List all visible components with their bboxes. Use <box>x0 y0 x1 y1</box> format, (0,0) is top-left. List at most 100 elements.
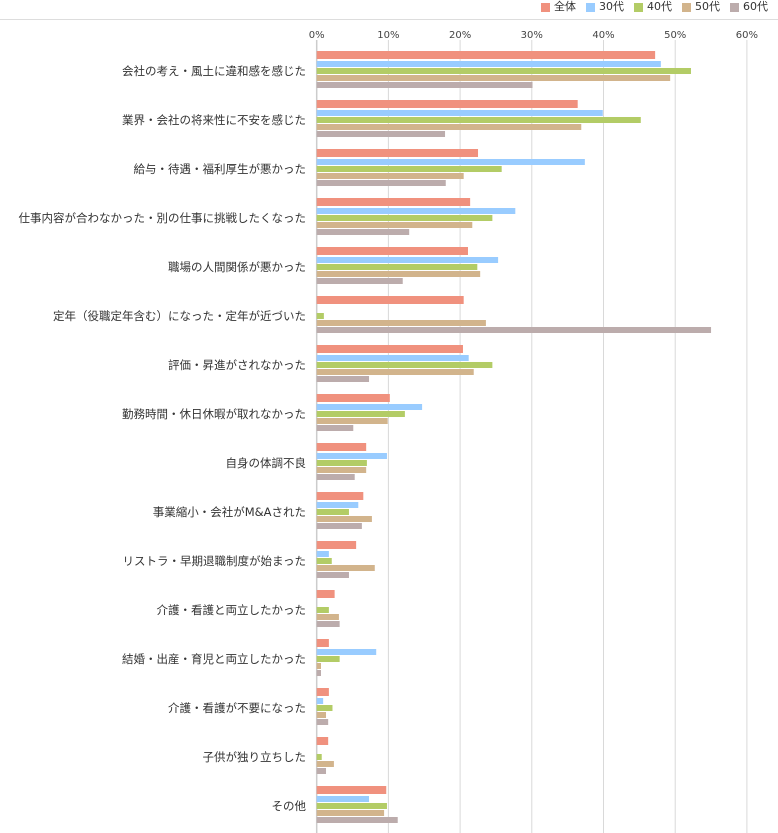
legend: 全体 30代 40代 50代 60代 <box>541 0 768 14</box>
x-tick-label: 10% <box>377 30 399 41</box>
legend-item: 40代 <box>634 0 672 14</box>
category-label: 業界・会社の将来性に不安を感じた <box>122 113 306 127</box>
x-tick-label: 50% <box>664 30 686 41</box>
bar-30s <box>316 404 423 410</box>
bar-40s <box>316 460 367 466</box>
bar-total <box>316 100 578 108</box>
legend-label: 30代 <box>599 0 624 13</box>
bar-total <box>316 247 468 255</box>
bar-40s <box>316 215 493 221</box>
bar-total <box>316 296 464 304</box>
x-tick-label: 20% <box>449 30 471 41</box>
bar-total <box>316 492 364 500</box>
bar-30s <box>316 796 370 802</box>
bar-40s <box>316 509 349 515</box>
category-label: 評価・昇進がされなかった <box>168 358 306 372</box>
category-label: 給与・待遇・福利厚生が悪かった <box>134 162 307 176</box>
bar-30s <box>316 649 377 655</box>
category-label: 自身の体調不良 <box>226 456 307 470</box>
x-tick-label: 30% <box>521 30 543 41</box>
bar-30s <box>316 355 469 361</box>
bar-60s <box>316 425 354 431</box>
bar-50s <box>316 712 327 718</box>
bar-60s <box>316 719 329 725</box>
legend-label: 40代 <box>647 0 672 13</box>
bar-40s <box>316 411 405 417</box>
legend-swatch <box>586 2 595 12</box>
bar-60s <box>316 768 327 774</box>
bar-total <box>316 443 367 451</box>
top-divider <box>0 19 778 20</box>
category-label: 仕事内容が合わなかった・別の仕事に挑戦したくなった <box>19 211 307 225</box>
bar-total <box>316 198 471 206</box>
bar-50s <box>316 320 486 326</box>
legend-swatch <box>682 2 691 12</box>
bar-40s <box>316 803 387 809</box>
bar-30s <box>316 257 499 263</box>
bar-30s <box>316 110 603 116</box>
bar-50s <box>316 271 481 277</box>
bar-60s <box>316 229 410 235</box>
x-tick-label: 40% <box>592 30 614 41</box>
bar-30s <box>316 551 329 557</box>
category-label: 介護・看護が不要になった <box>168 701 306 715</box>
bar-50s <box>316 565 375 571</box>
bar-40s <box>316 705 333 711</box>
legend-item: 全体 <box>541 0 576 14</box>
bar-50s <box>316 75 671 81</box>
bar-40s <box>316 166 502 172</box>
bar-50s <box>316 663 322 669</box>
bar-50s <box>316 614 339 620</box>
bar-total <box>316 688 329 696</box>
bar-50s <box>316 222 473 228</box>
bar-40s <box>316 362 493 368</box>
legend-swatch <box>541 2 550 12</box>
legend-swatch <box>730 2 739 12</box>
bar-40s <box>316 313 324 319</box>
bar-50s <box>316 810 385 816</box>
x-tick-label: 60% <box>736 30 758 41</box>
bar-30s <box>316 159 585 165</box>
bar-30s <box>316 453 387 459</box>
legend-item: 30代 <box>586 0 624 14</box>
bar-total <box>316 786 387 794</box>
legend-label: 50代 <box>695 0 720 13</box>
category-label: 定年（役職定年含む）になった・定年が近づいた <box>53 309 306 323</box>
bar-60s <box>316 670 322 676</box>
category-label: 勤務時間・休日休暇が取れなかった <box>122 407 306 421</box>
bar-60s <box>316 572 349 578</box>
bar-30s <box>316 502 359 508</box>
bar-30s <box>316 61 661 67</box>
category-label: その他 <box>272 799 307 813</box>
bar-60s <box>316 131 446 137</box>
bar-60s <box>316 180 446 186</box>
bar-60s <box>316 82 533 88</box>
bar-40s <box>316 607 329 613</box>
bar-60s <box>316 474 355 480</box>
bar-40s <box>316 68 691 74</box>
bar-50s <box>316 516 372 522</box>
bar-total <box>316 51 656 59</box>
bar-40s <box>316 656 340 662</box>
bar-50s <box>316 173 464 179</box>
bar-60s <box>316 621 340 627</box>
category-label: 子供が独り立ちした <box>203 750 307 764</box>
bar-40s <box>316 117 641 123</box>
bar-total <box>316 394 390 402</box>
bar-50s <box>316 761 334 767</box>
legend-swatch <box>634 2 643 12</box>
bar-60s <box>316 327 712 333</box>
category-label: 事業縮小・会社がM&Aされた <box>153 505 306 519</box>
bar-total <box>316 541 357 549</box>
bar-50s <box>316 124 582 130</box>
bar-total <box>316 737 329 745</box>
bar-60s <box>316 817 398 823</box>
category-label: 結婚・出産・育児と両立したかった <box>122 652 306 666</box>
category-label: 会社の考え・風土に違和感を感じた <box>122 64 306 78</box>
bar-total <box>316 149 479 157</box>
bar-50s <box>316 418 388 424</box>
category-label: 介護・看護と両立したかった <box>157 603 307 617</box>
bar-total <box>316 639 329 647</box>
bar-50s <box>316 467 367 473</box>
bar-60s <box>316 376 370 382</box>
